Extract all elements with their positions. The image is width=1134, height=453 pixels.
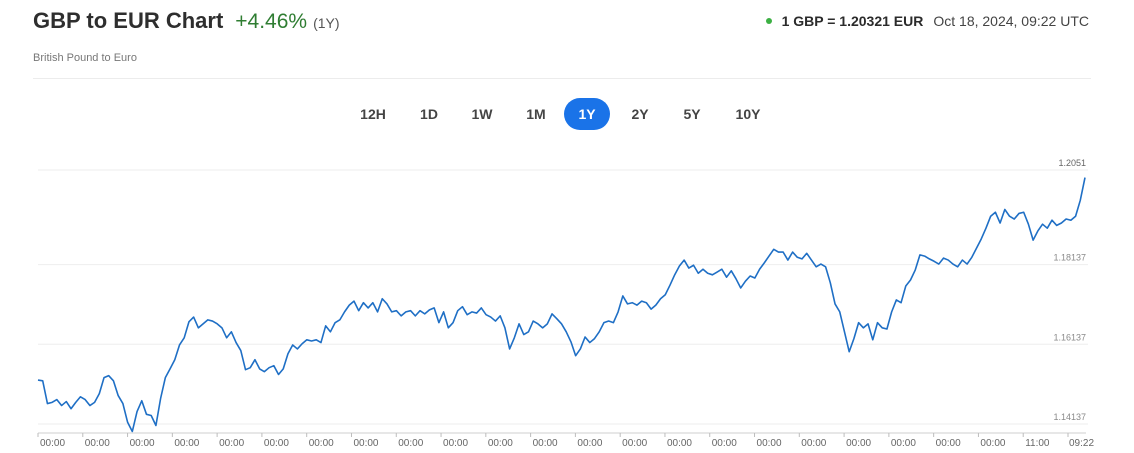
x-tick-label: 00:00 — [353, 438, 378, 449]
x-tick-label: 00:00 — [40, 438, 65, 449]
x-tick-label: 00:00 — [801, 438, 826, 449]
tab-2y[interactable]: 2Y — [631, 106, 649, 122]
exchange-rate: 1 GBP = 1.20321 EUR — [781, 13, 924, 29]
x-tick-label: 00:00 — [667, 438, 692, 449]
tab-1y[interactable]: 1Y — [564, 98, 610, 130]
title-row: GBP to EUR Chart +4.46% (1Y) — [33, 8, 340, 34]
y-tick-label: 1.2051 — [1058, 158, 1086, 168]
x-tick-label: 00:00 — [757, 438, 782, 449]
y-tick-label: 1.16137 — [1053, 332, 1086, 342]
x-tick-label: 00:00 — [264, 438, 289, 449]
change-percent: +4.46% — [235, 10, 308, 33]
x-tick-label: 00:00 — [846, 438, 871, 449]
x-tick-label: 11:00 — [1025, 438, 1050, 449]
x-tick-label: 00:00 — [488, 438, 513, 449]
x-tick-label: 00:00 — [174, 438, 199, 449]
y-tick-label: 1.18137 — [1053, 253, 1086, 263]
chart-grid — [38, 169, 1088, 425]
tab-1m[interactable]: 1M — [526, 106, 546, 122]
x-tick-label: 00:00 — [712, 438, 737, 449]
x-tick-label: 00:00 — [85, 438, 110, 449]
rate-timestamp: Oct 18, 2024, 09:22 UTC — [933, 13, 1089, 29]
rate-row: 1 GBP = 1.20321 EUR Oct 18, 2024, 09:22 … — [765, 13, 1089, 29]
x-tick-label: 00:00 — [130, 438, 155, 449]
x-tick-label: 00:00 — [891, 438, 916, 449]
price-line — [37, 177, 1086, 433]
x-tick-label: 00:00 — [980, 438, 1005, 449]
x-tick-label: 09:22 — [1069, 438, 1094, 449]
y-tick-label: 1.14137 — [1053, 412, 1086, 422]
y-axis-labels: 1.2051 1.18137 1.16137 1.14137 — [1053, 158, 1086, 422]
x-tick-label: 00:00 — [577, 438, 602, 449]
x-tick-label: 00:00 — [219, 438, 244, 449]
tab-1w[interactable]: 1W — [471, 106, 493, 122]
x-tick-label: 00:00 — [398, 438, 423, 449]
page-title: GBP to EUR Chart — [33, 8, 224, 33]
tab-12h[interactable]: 12H — [360, 106, 386, 122]
x-tick-label: 00:00 — [309, 438, 334, 449]
x-tick-label: 00:00 — [936, 438, 961, 449]
chart-header: GBP to EUR Chart +4.46% (1Y) British Pou… — [33, 8, 1091, 79]
live-dot-icon — [765, 18, 772, 24]
x-tick-label: 00:00 — [443, 438, 468, 449]
change-period: (1Y) — [313, 15, 340, 31]
tab-10y[interactable]: 10Y — [735, 106, 761, 122]
page-subtitle: British Pound to Euro — [33, 52, 137, 64]
x-tick-label: 00:00 — [533, 438, 558, 449]
x-tick-label: 00:00 — [622, 438, 647, 449]
x-axis-ticks: 00:00 00:00 00:00 00:00 00:00 00:00 00:00 00:00… — [37, 433, 1094, 449]
tab-5y[interactable]: 5Y — [683, 106, 701, 122]
tab-1d[interactable]: 1D — [420, 106, 438, 122]
